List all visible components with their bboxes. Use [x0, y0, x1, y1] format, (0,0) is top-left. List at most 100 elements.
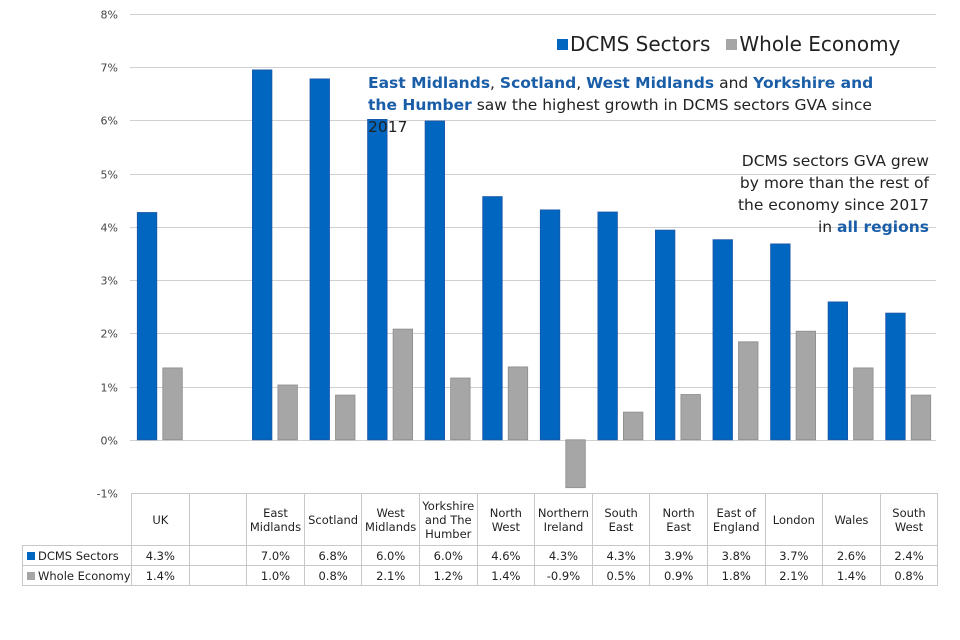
bar-whole-economy	[623, 411, 644, 441]
table-header-cell: East of England	[706, 493, 766, 546]
y-tick-label: 7%	[101, 62, 118, 75]
table-cell-dcms: 3.9%	[649, 545, 708, 566]
bar-dcms	[885, 312, 906, 441]
row-label-dcms: DCMS Sectors	[22, 545, 132, 566]
table-cell-dcms: 2.4%	[879, 545, 939, 566]
y-tick-label: 3%	[101, 275, 118, 288]
table-cell-dcms: 6.0%	[418, 545, 478, 566]
table-cell-whole: 0.5%	[591, 565, 651, 586]
highlight-yorkshire: Yorkshire and the Humber	[368, 74, 874, 114]
annotation-text: and	[714, 74, 754, 92]
header-text: North	[662, 505, 695, 520]
legend-label-dcms: DCMS Sectors	[570, 32, 711, 56]
header-text: Humber	[425, 526, 472, 541]
header-text: Ireland	[543, 519, 584, 534]
annotation-text: ,	[490, 74, 500, 92]
swatch-dcms	[27, 551, 35, 560]
table-cell-whole: 2.1%	[764, 565, 824, 586]
header-text: East	[608, 519, 634, 534]
table-cell-whole: 1.2%	[418, 565, 478, 586]
bar-dcms	[309, 78, 330, 441]
bar-whole-economy	[277, 384, 298, 441]
annotation-line: the economy since 2017	[737, 196, 929, 214]
table-row-whole: Whole Economy 1.4% 1.0% 0.8% 2.1% 1.2% 1.4% -0…	[22, 565, 939, 586]
data-table: UK East Midlands Scotland West Midlands Yorksh…	[22, 493, 939, 586]
header-text: Midlands	[249, 519, 302, 534]
bar-whole-economy	[392, 328, 414, 441]
bar-dcms	[367, 119, 388, 441]
y-axis-ticks: -1%0%1%2%3%4%5%6%7%8%	[97, 9, 118, 501]
bar-whole-economy	[450, 377, 471, 441]
bar-dcms	[251, 69, 273, 441]
table-cell-dcms: 4.3%	[591, 545, 651, 566]
annotation-text: ,	[576, 74, 587, 92]
table-header-cell: South East	[591, 493, 651, 546]
y-tick-label: 2%	[101, 328, 118, 341]
table-cell-dcms: 6.8%	[303, 545, 363, 566]
annotation-highest-growth: East Midlands, Scotland, West Midlands a…	[368, 72, 888, 138]
bar-dcms	[597, 211, 618, 441]
table-cell-dcms	[188, 545, 248, 566]
header-text: Midlands	[365, 519, 417, 534]
table-header-cell: Yorkshire and The Humber	[418, 493, 478, 546]
highlight-scotland: Scotland	[499, 74, 577, 92]
bar-whole-economy	[507, 366, 529, 441]
bar-dcms	[136, 212, 158, 441]
table-header-cell: Wales	[822, 493, 881, 546]
header-text: and The	[424, 512, 472, 527]
legend-item-whole: Whole Economy	[726, 32, 900, 56]
table-header-cell: London	[764, 493, 824, 546]
header-text: Scotland	[308, 512, 359, 527]
table-cell-dcms: 4.3%	[534, 545, 593, 566]
table-header-cell	[188, 493, 248, 546]
annotation-text: saw the highest growth in DCMS sectors G…	[368, 96, 872, 136]
bar-whole-economy	[680, 394, 701, 441]
header-text: West	[491, 519, 520, 534]
bar-dcms	[827, 301, 848, 441]
header-text: West	[376, 505, 405, 520]
table-header-cell: East Midlands	[246, 493, 305, 546]
bar-whole-economy	[853, 367, 874, 441]
table-cell-whole: 0.9%	[649, 565, 708, 586]
table-row-dcms: DCMS Sectors 4.3% 7.0% 6.8% 6.0% 6.0% 4.6% 4.3…	[22, 545, 939, 566]
table-header-cell: UK	[131, 493, 190, 546]
bar-dcms	[770, 243, 791, 441]
bar-whole-economy	[910, 394, 932, 441]
annotation-line: by more than the rest of	[739, 174, 929, 192]
y-tick-label: 1%	[101, 382, 118, 395]
table-cell-whole: 0.8%	[303, 565, 363, 586]
table-header-cell: South West	[879, 493, 939, 546]
table-cell-whole: 2.1%	[361, 565, 420, 586]
table-cell-whole: 0.8%	[879, 565, 939, 586]
legend-swatch-dcms	[557, 38, 568, 50]
bar-whole-economy	[565, 439, 586, 489]
header-text: Yorkshire	[422, 498, 475, 513]
header-text: South	[892, 505, 926, 520]
bars	[136, 69, 932, 489]
table-header-row: UK East Midlands Scotland West Midlands Yorksh…	[22, 493, 939, 546]
table-cell-dcms: 6.0%	[361, 545, 420, 566]
header-text: London	[772, 512, 815, 527]
bar-dcms	[655, 229, 676, 441]
bar-dcms	[539, 209, 561, 441]
header-text: UK	[152, 512, 169, 527]
legend-item-dcms: DCMS Sectors	[557, 32, 710, 56]
table-header-cell: Northern Ireland	[534, 493, 593, 546]
bar-whole-economy	[335, 394, 356, 441]
table-cell-whole: 1.4%	[476, 565, 536, 586]
table-header-cell: West Midlands	[361, 493, 420, 546]
table-cell-dcms: 3.7%	[764, 545, 824, 566]
table-cell-dcms: 4.3%	[131, 545, 190, 566]
annotation-text: in	[817, 218, 838, 236]
annotation-all-regions: DCMS sectors GVA grew by more than the r…	[700, 150, 929, 238]
table-header-cell: North East	[649, 493, 708, 546]
annotation-line: in all regions	[700, 216, 929, 238]
table-cell-whole: 1.0%	[246, 565, 305, 586]
header-text: England	[712, 519, 760, 534]
highlight-all-regions: all regions	[837, 218, 929, 236]
y-tick-label: 5%	[101, 169, 118, 182]
header-text: West	[894, 519, 924, 534]
table-cell-dcms: 4.6%	[476, 545, 536, 566]
bar-dcms	[424, 120, 446, 441]
